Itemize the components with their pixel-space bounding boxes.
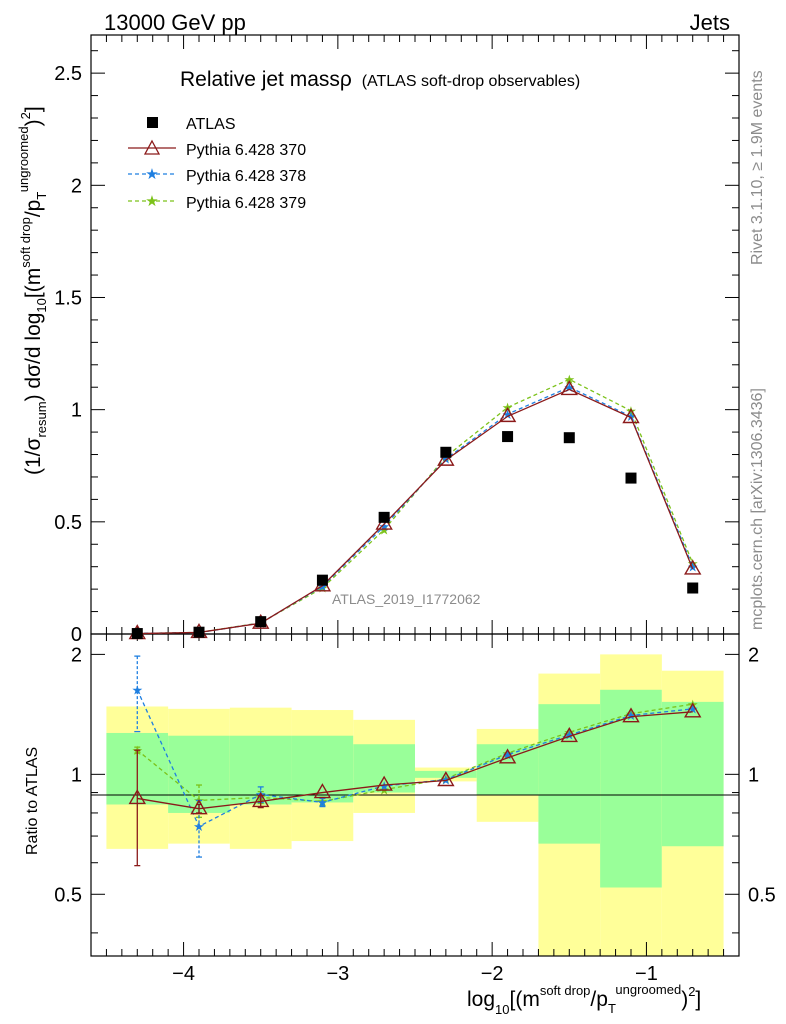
ratio-series-line: [136, 703, 693, 803]
main-point-370: [560, 380, 578, 396]
main-point-atlas: [687, 582, 699, 594]
main-point-atlas: [563, 432, 575, 444]
x-tick-label: −4: [172, 963, 195, 985]
plot-title-main: Relative jet massρ: [180, 68, 352, 91]
legend-marker-379: ★: [145, 192, 158, 210]
legend-label-378: Pythia 6.428 378: [186, 168, 306, 185]
ratio-point-370: [252, 792, 270, 808]
y-tick-label: 1.5: [54, 287, 82, 309]
main-point-star: ★: [317, 580, 329, 595]
main-point-atlas: [378, 511, 390, 523]
ratio-point-star: ★: [687, 698, 699, 713]
main-point-atlas: [625, 472, 637, 484]
x-tick-label: −3: [326, 963, 349, 985]
ratio-point-star: ★: [131, 683, 143, 698]
ratio-point-370: [684, 702, 702, 718]
main-point-star: ★: [687, 557, 699, 572]
main-point-370: [684, 559, 702, 575]
main-point-370: [498, 406, 517, 423]
y-tick-label: 0: [71, 624, 82, 646]
ratio-point-star: ★: [317, 796, 329, 811]
main-point-star: ★: [502, 408, 514, 423]
legend-label-atlas: ATLAS: [186, 116, 236, 133]
ratio-point-star: ★: [687, 703, 699, 718]
header-left: 13000 GeV pp: [104, 10, 246, 35]
ratio-point-370: [190, 799, 208, 815]
side-label-bottom: mcplots.cern.ch [arXiv:1306.3436]: [749, 388, 766, 630]
side-label-top: Rivet 3.1.10, ≥ 1.9M events: [749, 70, 766, 265]
legend: ATLAS Pythia 6.428 370 ★ Pythia 6.428 37…: [128, 116, 306, 212]
ratio-point-370: [498, 748, 517, 764]
main-point-atlas: [193, 626, 205, 638]
ratio-bands: [106, 654, 724, 956]
main-point-370: [437, 450, 455, 466]
ratio-y-tick-label-right: 1: [748, 764, 759, 786]
legend-marker-atlas: [147, 117, 158, 128]
main-point-atlas: [316, 574, 328, 586]
main-point-atlas: [131, 628, 143, 640]
main-point-star: ★: [378, 523, 390, 538]
ratio-y-tick-label-right: 2: [748, 644, 759, 666]
ratio-point-370: [313, 783, 332, 799]
ratio-point-370: [622, 707, 640, 723]
ratio-y-tick-label: 0.5: [54, 884, 82, 906]
ratio-y-tick-label: 1: [71, 764, 82, 786]
y-tick-label: 2: [71, 175, 82, 197]
ratio-point-370: [128, 789, 146, 805]
legend-marker-378: ★: [145, 165, 158, 183]
ratio-point-star: ★: [378, 783, 390, 798]
ratio-point-star: ★: [563, 726, 575, 741]
main-ylabel: (1/σresum) dσ/d log10[(msoft drop/pTungr…: [16, 106, 49, 475]
ratio-point-star: ★: [378, 780, 390, 795]
band-inner-bin: [415, 770, 477, 778]
legend-label-370: Pythia 6.428 370: [186, 142, 306, 159]
main-point-atlas: [502, 431, 514, 443]
ratio-point-star: ★: [625, 707, 637, 722]
main-point-star: ★: [440, 450, 452, 465]
watermark-label: ATLAS_2019_I1772062: [332, 591, 481, 607]
band-inner-bin: [291, 735, 354, 803]
ratio-point-370: [560, 727, 578, 743]
main-point-star: ★: [563, 381, 575, 396]
main-point-370: [622, 408, 640, 424]
band-inner-bin: [661, 701, 724, 847]
series-layer: ★★★★★★★★★★★★★★★★★★★★★★★★★★★★★★★★★★★★★★★★: [128, 373, 702, 867]
ratio-point-star: ★: [502, 747, 514, 762]
ratio-point-370: [437, 771, 455, 787]
y-tick-label: 1: [71, 400, 82, 422]
x-tick-label: −1: [635, 963, 658, 985]
axis-tick-labels: −4 −3 −2 −1 0 0.5 1 1.5 2 2.5 0.5 0.5 1 1 2 2: [54, 63, 776, 985]
main-point-atlas: [440, 446, 452, 458]
ratio-xlabel: log10[(msoft drop/pTungroomed)2]: [467, 982, 701, 1017]
ratio-point-star: ★: [502, 748, 514, 763]
ratio-y-tick-label: 2: [71, 644, 82, 666]
ratio-series-line: [136, 689, 693, 828]
main-point-atlas: [255, 616, 267, 628]
main-point-star: ★: [625, 404, 637, 419]
y-tick-label: 0.5: [54, 512, 82, 534]
header-right: Jets: [690, 10, 730, 35]
plot-title: Relative jet massρ (ATLAS soft-drop obse…: [180, 68, 580, 91]
main-point-star: ★: [378, 520, 390, 535]
y-tick-label: 2.5: [54, 63, 82, 85]
ratio-y-tick-label-right: 0.5: [748, 884, 776, 906]
main-point-star: ★: [317, 582, 329, 597]
x-tick-label: −2: [481, 963, 504, 985]
axis-ticks: [90, 35, 740, 956]
ratio-point-star: ★: [193, 820, 205, 835]
main-series-line: [137, 388, 694, 635]
plot-title-sub: (ATLAS soft-drop observables): [362, 73, 580, 90]
ratio-point-370: [375, 775, 393, 791]
legend-label-379: Pythia 6.428 379: [186, 195, 306, 212]
legend-marker-370: [143, 139, 161, 155]
ratio-ylabel: Ratio to ATLAS: [24, 747, 41, 855]
ratio-series-line: [137, 711, 693, 810]
